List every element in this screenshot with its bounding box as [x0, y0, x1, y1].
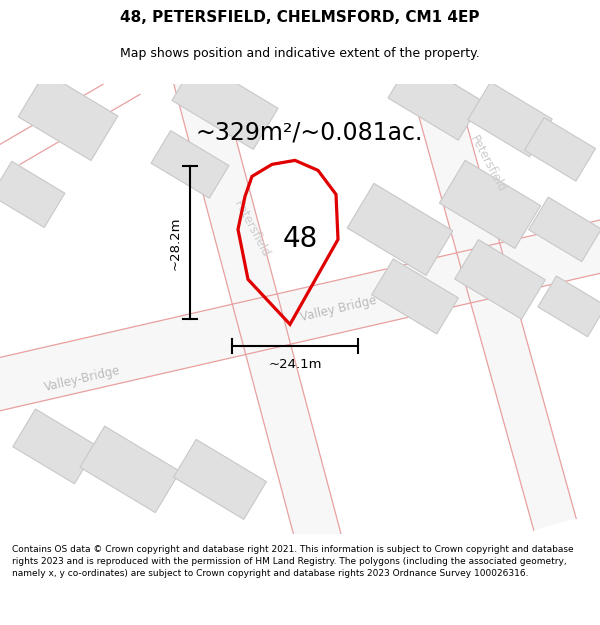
Polygon shape: [439, 160, 541, 249]
Polygon shape: [80, 426, 180, 512]
Polygon shape: [173, 69, 342, 550]
Polygon shape: [13, 409, 97, 484]
Polygon shape: [371, 259, 458, 334]
Polygon shape: [18, 72, 118, 161]
Polygon shape: [0, 219, 600, 412]
Text: Valley-Bridge: Valley-Bridge: [43, 364, 121, 394]
Text: ~24.1m: ~24.1m: [268, 358, 322, 371]
Polygon shape: [0, 161, 65, 228]
Polygon shape: [524, 118, 596, 181]
Polygon shape: [455, 239, 545, 319]
Polygon shape: [151, 131, 229, 198]
Text: 48, PETERSFIELD, CHELMSFORD, CM1 4EP: 48, PETERSFIELD, CHELMSFORD, CM1 4EP: [120, 11, 480, 26]
Text: ~329m²/~0.081ac.: ~329m²/~0.081ac.: [195, 121, 422, 144]
Polygon shape: [173, 439, 266, 519]
Polygon shape: [347, 183, 453, 276]
Polygon shape: [388, 59, 482, 140]
Text: Valley Bridge: Valley Bridge: [299, 294, 377, 324]
Polygon shape: [529, 197, 600, 262]
Polygon shape: [468, 82, 552, 157]
Text: Map shows position and indicative extent of the property.: Map shows position and indicative extent…: [120, 48, 480, 61]
Text: 48: 48: [283, 226, 317, 253]
Polygon shape: [409, 69, 576, 530]
Text: ~28.2m: ~28.2m: [169, 216, 182, 269]
Text: Petersfield: Petersfield: [232, 199, 272, 260]
Text: Petersfield: Petersfield: [467, 134, 508, 195]
Polygon shape: [538, 276, 600, 337]
Text: Contains OS data © Crown copyright and database right 2021. This information is : Contains OS data © Crown copyright and d…: [12, 545, 574, 578]
Polygon shape: [172, 59, 278, 149]
